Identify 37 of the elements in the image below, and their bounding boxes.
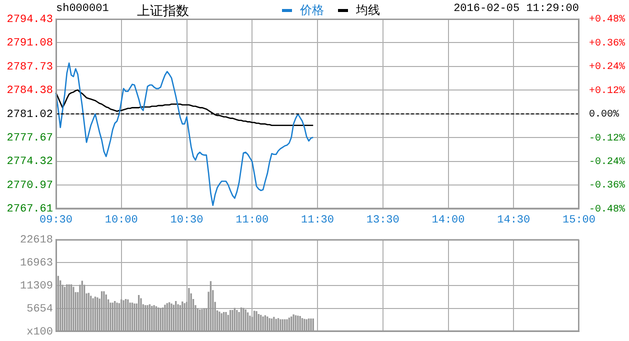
x-tick-label: 11:30 xyxy=(300,214,334,226)
y2-tick-label: -0.24% xyxy=(589,156,626,168)
y-tick-label: 2794.43 xyxy=(6,14,53,26)
y-tick-label: 2791.08 xyxy=(6,38,53,50)
chart-title: 上证指数 xyxy=(137,3,189,20)
y-tick-label: 16963 xyxy=(20,257,53,270)
x-tick-label: 15:00 xyxy=(562,214,596,226)
x-tick-label: 10:30 xyxy=(170,214,204,226)
y-tick-label: 2774.32 xyxy=(6,156,53,168)
text: 2016-02-05 11:29:00 xyxy=(454,3,579,15)
y2-tick-label: +0.24% xyxy=(589,62,626,74)
y-tick-label: 2770.97 xyxy=(6,180,53,192)
y-tick-label: 5654 xyxy=(26,303,54,316)
y2-tick-label: -0.36% xyxy=(589,180,626,192)
y-tick-label: 2767.61 xyxy=(6,204,54,216)
y-tick-label: 2781.02 xyxy=(6,108,53,121)
y-tick-label: 11309 xyxy=(20,280,53,292)
legend-label: 均线 xyxy=(356,2,380,19)
y2-tick-label: -0.48% xyxy=(589,204,626,216)
y-tick-label: x100 xyxy=(26,326,53,338)
y2-tick-label: +0.48% xyxy=(589,14,626,26)
x-tick-label: 14:30 xyxy=(497,214,530,226)
x-tick-label: 10:00 xyxy=(104,214,138,226)
x-tick-label: 09:30 xyxy=(39,214,73,226)
y2-tick-label: +0.36% xyxy=(589,38,626,50)
x-tick-label: 13:30 xyxy=(366,214,400,226)
y-tick-label: 2787.73 xyxy=(6,61,53,74)
y-tick-label: 2784.38 xyxy=(6,85,53,98)
x-tick-label: 11:00 xyxy=(236,214,269,226)
y2-tick-label: -0.12% xyxy=(589,133,626,144)
y-tick-label: 22618 xyxy=(20,234,53,247)
text: sh000001 xyxy=(56,3,109,15)
y2-tick-label: +0.12% xyxy=(589,86,626,97)
y2-tick-label: 0.00% xyxy=(589,110,620,121)
legend-label: 价格 xyxy=(300,2,324,19)
y-tick-label: 2777.67 xyxy=(6,132,53,145)
x-tick-label: 14:00 xyxy=(432,214,465,226)
